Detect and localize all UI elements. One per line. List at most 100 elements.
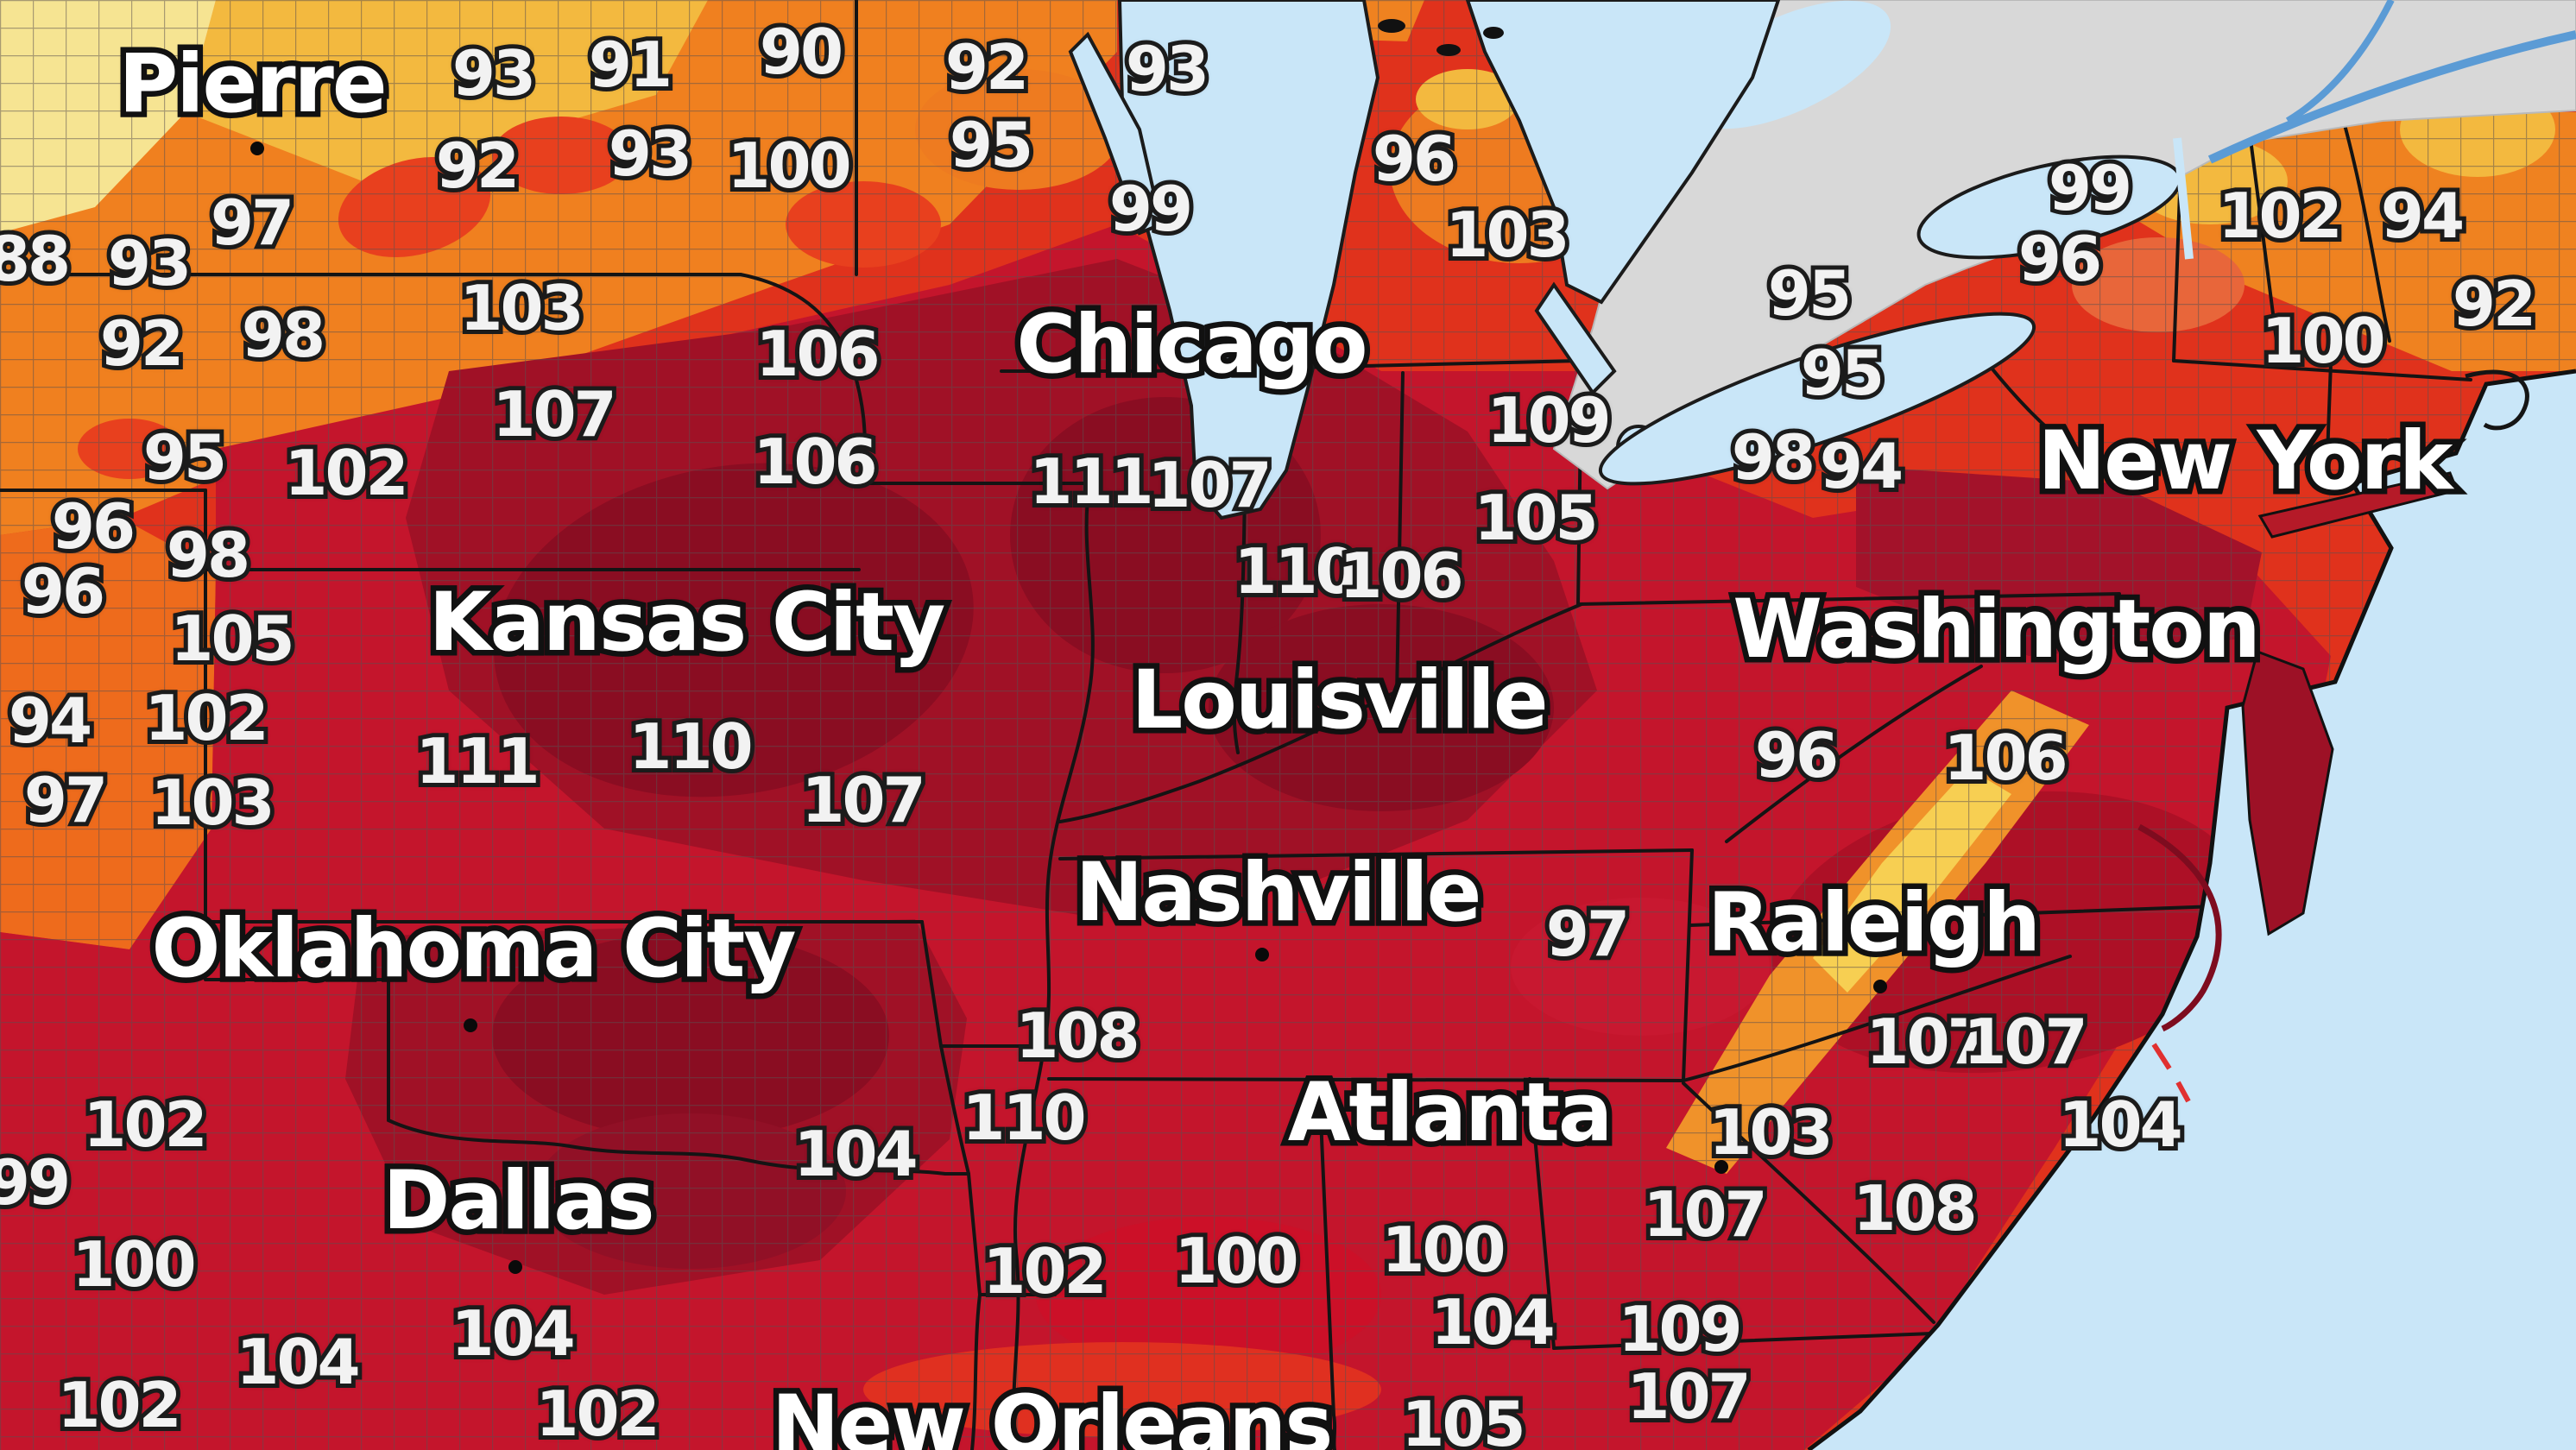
saginaw-bay bbox=[1534, 281, 1617, 396]
temp-reading-outline: 100 bbox=[723, 129, 856, 202]
temp-reading-text: 102 bbox=[83, 1088, 207, 1161]
temp-reading-text: 105 bbox=[1474, 482, 1598, 554]
temp-reading-outline: 102 bbox=[280, 437, 413, 509]
city-dot bbox=[1255, 948, 1269, 961]
temp-reading: 100 100 bbox=[67, 1229, 200, 1300]
temp-reading-outline: 105 bbox=[1397, 1388, 1530, 1450]
temp-reading-outline: 99 bbox=[0, 1146, 75, 1219]
temp-reading-outline: 93 bbox=[604, 117, 697, 190]
temp-reading-outline: 110 bbox=[624, 710, 757, 783]
temp-reading-outline: 107 bbox=[488, 378, 621, 451]
temp-reading-outline: 95 bbox=[1764, 257, 1856, 330]
temp-reading: 107 107 bbox=[1622, 1361, 1755, 1432]
temp-reading-text: 92 bbox=[2452, 268, 2536, 340]
temp-reading: 102 102 bbox=[53, 1370, 186, 1441]
temp-reading-outline: 90 bbox=[755, 16, 848, 88]
temp-reading-text: 104 bbox=[2058, 1088, 2182, 1161]
temp-reading-outline: 92 bbox=[941, 31, 1033, 104]
temp-reading: 95 95 bbox=[1796, 337, 1889, 409]
temp-reading: 102 102 bbox=[280, 437, 413, 509]
temp-reading: 102 102 bbox=[79, 1088, 212, 1161]
temp-reading-text: 108 bbox=[1853, 1172, 1977, 1245]
temp-reading-text: 110 bbox=[962, 1081, 1086, 1154]
temp-reading-outline: 93 bbox=[104, 227, 196, 299]
temp-reading-text: 95 bbox=[142, 421, 227, 494]
temp-reading: 93 93 bbox=[104, 227, 196, 299]
temp-reading-text: 105 bbox=[1401, 1388, 1525, 1450]
temp-reading-outline: 100 bbox=[2257, 305, 2390, 377]
city-label-outline: New Orleans bbox=[766, 1378, 1339, 1450]
temp-reading-outline: 107 bbox=[1143, 449, 1276, 521]
temp-reading-text: 109 bbox=[1618, 1293, 1742, 1365]
temp-reading-text: 104 bbox=[793, 1118, 918, 1190]
lake-huron bbox=[1465, 0, 1781, 305]
temp-reading-text: 97 bbox=[23, 764, 108, 836]
great-lakes bbox=[1068, 0, 2182, 520]
city-label-text: Kansas City bbox=[428, 576, 946, 670]
temp-reading-text: 92 bbox=[99, 307, 184, 380]
temp-reading-outline: 95 bbox=[945, 109, 1038, 181]
temp-reading: 96 96 bbox=[1368, 123, 1461, 194]
temp-reading: 99 99 bbox=[1105, 173, 1197, 244]
temp-reading: 103 103 bbox=[146, 766, 279, 839]
temp-reading: 91 91 bbox=[584, 29, 677, 100]
temp-reading-outline: 104 bbox=[2054, 1088, 2187, 1161]
temp-reading-text: 103 bbox=[459, 272, 584, 344]
city-label-outline: Washington bbox=[1727, 583, 2266, 677]
temp-reading-outline: 106 bbox=[748, 426, 881, 498]
temp-reading-text: 103 bbox=[1708, 1096, 1833, 1169]
temp-reading-outline: 93 bbox=[448, 37, 540, 110]
city-label: Dallas Dallas bbox=[377, 1155, 660, 1247]
temp-reading-outline: 103 bbox=[1441, 199, 1574, 271]
temp-reading-outline: 108 bbox=[1011, 999, 1144, 1072]
temp-reading: 100 100 bbox=[1377, 1214, 1510, 1286]
temp-reading: 105 105 bbox=[1469, 482, 1602, 554]
temp-reading: 100 100 bbox=[1170, 1225, 1303, 1297]
temp-reading-text: 106 bbox=[755, 318, 880, 390]
temp-reading-outline: 104 bbox=[1426, 1286, 1559, 1359]
lake-champlain bbox=[2173, 137, 2194, 260]
temp-reading-outline: 97 bbox=[206, 186, 299, 259]
temp-reading: 94 94 bbox=[2377, 180, 2469, 252]
temp-reading: 105 105 bbox=[166, 602, 299, 675]
temp-reading: 104 104 bbox=[231, 1327, 364, 1397]
temp-reading-outline: 102 bbox=[79, 1088, 212, 1161]
temp-reading-outline: 102 bbox=[978, 1235, 1111, 1308]
temp-reading-outline: 92 bbox=[96, 307, 188, 380]
temp-reading-text: 92 bbox=[435, 129, 520, 202]
city-label-outline: Oklahoma City bbox=[146, 902, 802, 996]
ottawa-river bbox=[2285, 0, 2395, 124]
temp-reading-text: 103 bbox=[150, 766, 275, 839]
temp-reading: 106 106 bbox=[751, 318, 884, 390]
temp-reading: 99 99 bbox=[0, 1146, 75, 1219]
city-label: Oklahoma City Oklahoma City bbox=[146, 902, 802, 996]
temp-reading: 96 96 bbox=[47, 491, 140, 562]
temp-reading-outline: 107 bbox=[1638, 1178, 1771, 1251]
temp-reading-outline: 105 bbox=[166, 602, 299, 675]
temp-reading-outline: 98 bbox=[162, 519, 255, 591]
temp-reading-text: 88 bbox=[0, 223, 71, 295]
city-label-text: Louisville bbox=[1131, 653, 1548, 747]
temp-reading-outline: 100 bbox=[1170, 1225, 1303, 1297]
temp-reading-text: 102 bbox=[535, 1378, 660, 1450]
city-label-text: Oklahoma City bbox=[151, 902, 796, 996]
temp-reading-text: 95 bbox=[1800, 337, 1885, 409]
temp-reading: 103 103 bbox=[1441, 199, 1574, 271]
temp-reading-text: 98 bbox=[1731, 421, 1815, 494]
temp-reading: 95 95 bbox=[139, 421, 231, 494]
city-dot bbox=[1873, 980, 1887, 993]
temp-reading-outline: 92 bbox=[2448, 268, 2541, 340]
temp-reading: 93 93 bbox=[1121, 34, 1214, 104]
temp-reading-text: 95 bbox=[949, 109, 1033, 181]
temp-reading-text: 111 bbox=[415, 725, 540, 798]
temp-reading: 102 102 bbox=[978, 1235, 1111, 1308]
temp-reading-outline: 94 bbox=[1815, 430, 1908, 502]
temp-reading: 100 100 bbox=[2257, 305, 2390, 377]
temp-reading-text: 103 bbox=[1445, 199, 1569, 271]
temp-reading-text: 94 bbox=[2380, 180, 2465, 252]
temp-reading-outline: 100 bbox=[1377, 1214, 1510, 1286]
temp-reading-outline: 109 bbox=[1613, 1293, 1746, 1365]
st-lawrence-river bbox=[2207, 30, 2576, 164]
